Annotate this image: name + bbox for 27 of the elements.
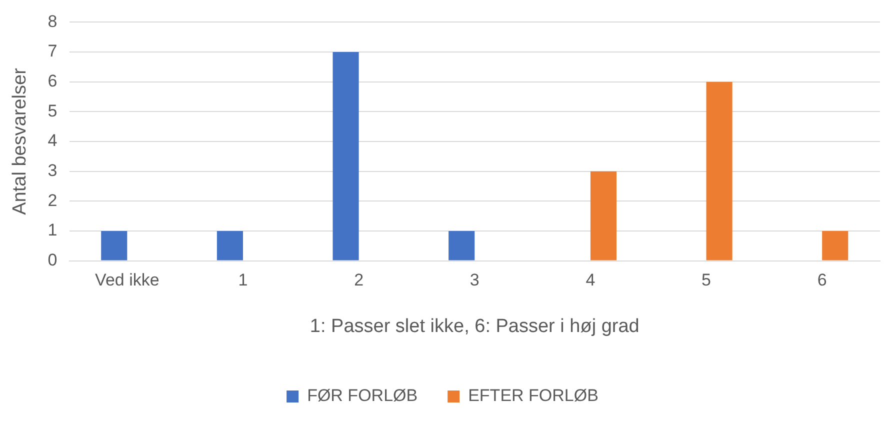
y-tick-label: 6 — [48, 72, 58, 91]
y-tick-label: 3 — [48, 161, 58, 180]
bar — [448, 230, 475, 260]
y-axis-title: Antal besvarelser — [10, 67, 31, 215]
legend-label: EFTER FORLØB — [468, 386, 598, 406]
y-tick-label: 0 — [48, 250, 58, 270]
x-tick-label: 4 — [586, 270, 596, 290]
y-tick-label: 2 — [48, 190, 58, 210]
x-tick-label: 6 — [817, 270, 827, 290]
y-tick-label: 8 — [48, 12, 58, 31]
bar — [822, 230, 848, 260]
y-tick-label: 4 — [48, 131, 58, 150]
y-tick-label: 7 — [48, 42, 58, 61]
x-tick-label: 2 — [354, 270, 364, 290]
y-tick-label: 5 — [48, 101, 58, 120]
y-tick-label: 1 — [48, 220, 58, 240]
bar — [706, 82, 732, 260]
bar — [216, 230, 243, 260]
bar — [332, 52, 359, 260]
x-tick-label: 1 — [238, 270, 248, 290]
x-axis-title: 1: Passer slet ikke, 6: Passer i høj grad — [310, 316, 640, 337]
legend-label: FØR FORLØB — [307, 386, 418, 406]
bar — [590, 171, 617, 260]
x-tick-label: Ved ikke — [95, 270, 160, 290]
x-tick-label: 3 — [470, 270, 480, 290]
bar — [101, 230, 128, 260]
x-tick-label: 5 — [702, 270, 712, 290]
